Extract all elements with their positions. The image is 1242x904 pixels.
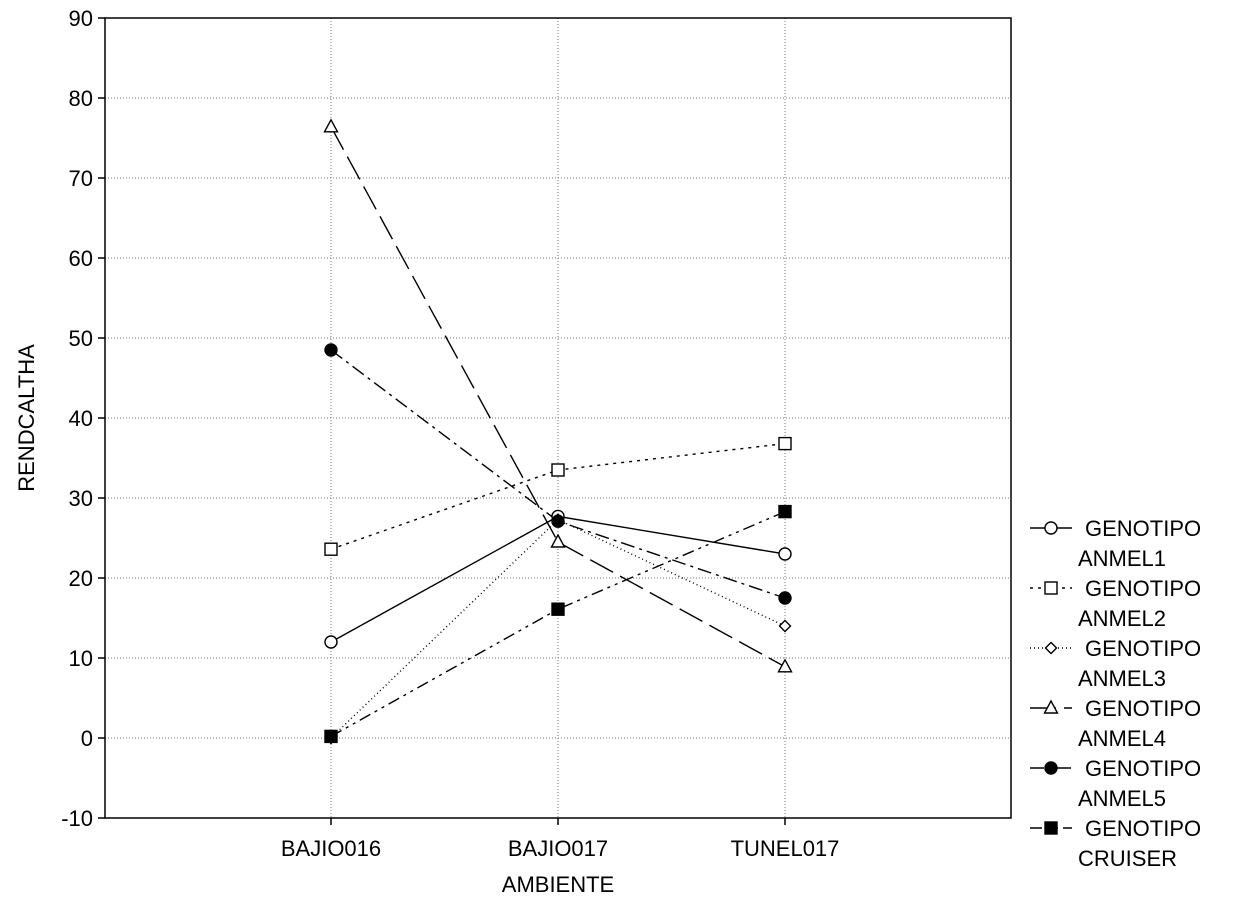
data-point-series-6	[324, 729, 338, 744]
x-axis: BAJIO016 BAJIO017 TUNEL017	[281, 818, 840, 861]
legend-sublabel-4: ANMEL4	[1078, 726, 1166, 751]
legend-marker-4	[1043, 699, 1059, 714]
y-tick-label: 20	[69, 566, 93, 591]
legend: GENOTIPO ANMEL1 GENOTIPO ANMEL2 GENOTIPO ANME…	[1030, 516, 1201, 871]
data-point-series-2	[324, 542, 338, 556]
series-line-4	[330, 126, 786, 668]
legend-label-3: GENOTIPO	[1085, 636, 1201, 661]
series-line-5	[330, 349, 786, 599]
legend-marker-1	[1044, 521, 1058, 535]
legend-label-2: GENOTIPO	[1085, 576, 1201, 601]
data-point-series-5	[324, 343, 338, 357]
data-point-series-4	[323, 118, 339, 133]
data-point-series-4	[550, 533, 566, 548]
legend-marker-3	[1044, 641, 1058, 655]
grid	[105, 18, 1011, 818]
legend-marker-5	[1044, 761, 1058, 775]
y-tick-label: 0	[81, 726, 93, 751]
data-point-series-1	[778, 547, 792, 561]
y-tick-label: 90	[69, 6, 93, 31]
legend-sublabel-3: ANMEL3	[1078, 666, 1166, 691]
legend-sublabel-2: ANMEL2	[1078, 606, 1166, 631]
y-tick-label: -10	[61, 806, 93, 831]
data-point-series-6	[778, 504, 792, 519]
x-tick-label: BAJIO016	[281, 836, 381, 861]
y-tick-label: 30	[69, 486, 93, 511]
x-tick-label: BAJIO017	[508, 836, 608, 861]
y-tick-label: 10	[69, 646, 93, 671]
data-point-series-5	[551, 514, 565, 528]
legend-label-4: GENOTIPO	[1085, 696, 1201, 721]
series-group	[323, 118, 793, 745]
data-point-series-5	[778, 591, 792, 605]
data-point-series-2	[778, 436, 792, 451]
x-tick-label: TUNEL017	[731, 836, 840, 861]
y-tick-label: 80	[69, 86, 93, 111]
legend-sublabel-1: ANMEL1	[1078, 546, 1166, 571]
legend-sublabel-5: ANMEL5	[1078, 786, 1166, 811]
y-tick-label: 60	[69, 246, 93, 271]
y-tick-label: 50	[69, 326, 93, 351]
legend-label-6: GENOTIPO	[1085, 816, 1201, 841]
y-axis: -10 0 10 20 30 40 50 60 70 80 90	[61, 6, 105, 831]
legend-label-5: GENOTIPO	[1085, 756, 1201, 781]
data-point-series-6	[551, 602, 565, 616]
legend-label-1: GENOTIPO	[1085, 516, 1201, 541]
legend-sublabel-6: CRUISER	[1078, 846, 1177, 871]
legend-marker-6	[1044, 821, 1058, 835]
y-tick-label: 40	[69, 406, 93, 431]
data-point-series-3	[778, 619, 792, 633]
data-point-series-2	[551, 463, 565, 477]
data-point-series-4	[777, 658, 793, 673]
legend-marker-2	[1044, 581, 1058, 595]
x-axis-title: AMBIENTE	[502, 872, 614, 897]
data-point-series-1	[324, 635, 338, 649]
y-tick-label: 70	[69, 166, 93, 191]
y-axis-title: RENDCALTHA	[14, 344, 39, 492]
